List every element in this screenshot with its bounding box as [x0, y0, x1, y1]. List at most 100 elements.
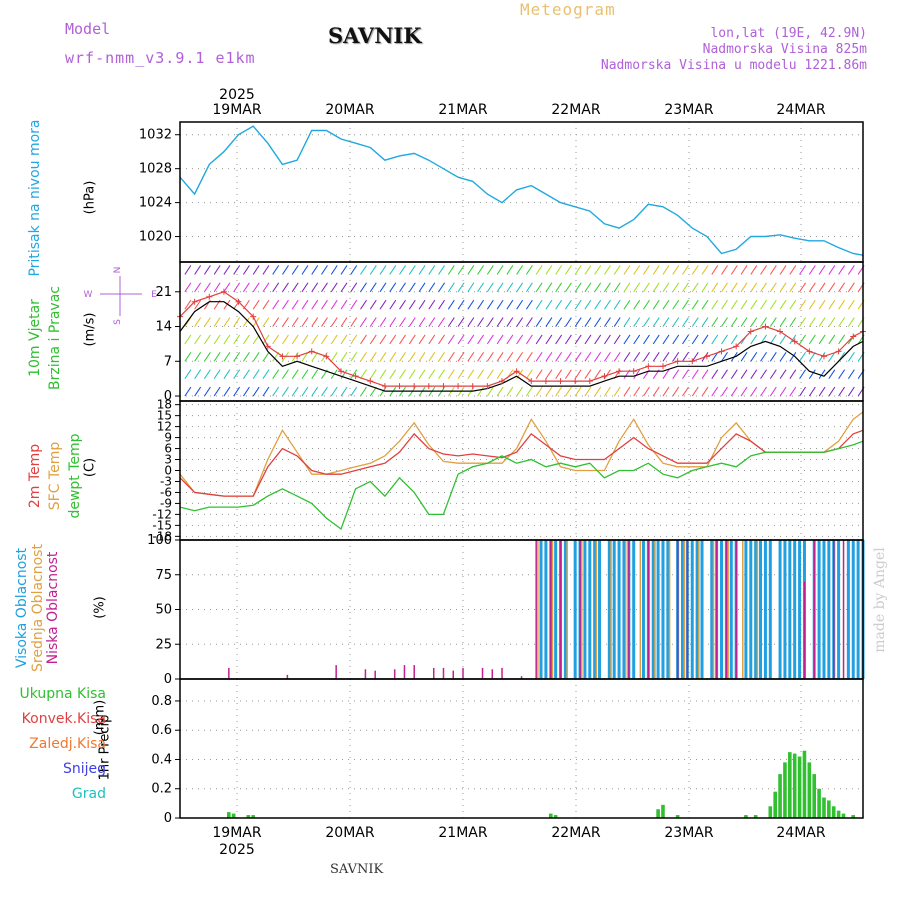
wind-barb [506, 386, 514, 397]
wind-barb [321, 265, 328, 275]
wind-barb [447, 369, 455, 379]
wind-barb [613, 265, 621, 275]
wind-barb [243, 386, 250, 397]
legend-hail: Grad [71, 786, 106, 802]
wind-barb [184, 334, 192, 345]
wind-barb [808, 265, 816, 275]
date-label-top: 22MAR [551, 102, 600, 118]
wind-barb [457, 317, 465, 327]
wind-barb [789, 352, 797, 362]
wind-barb [184, 265, 192, 275]
wind-barb [340, 334, 348, 345]
wind-barb [291, 334, 299, 345]
wind-barb [233, 352, 241, 362]
mid-cloud-bar [683, 540, 685, 679]
wind-barb [525, 282, 533, 293]
wind-barb [516, 334, 524, 345]
precip-bar [231, 813, 236, 818]
wind-barb [438, 352, 445, 362]
wind-barb [262, 282, 270, 293]
gust-marker [616, 368, 623, 375]
wind-barb [633, 265, 641, 275]
y-tick-label: 0 [164, 389, 172, 404]
wind-barb [369, 369, 377, 379]
wind-barb [799, 334, 806, 345]
low-cloud-bar [403, 665, 406, 679]
wind-barb [652, 265, 660, 275]
wind-barb [516, 265, 524, 275]
gust-marker [411, 383, 418, 390]
wind-barb [730, 265, 738, 275]
wind-barb [311, 352, 319, 362]
gust-marker [498, 378, 505, 385]
y-tick-label: 14 [155, 320, 172, 335]
wind-barb [604, 369, 611, 379]
wind-barb [477, 265, 485, 275]
wind-barb [369, 352, 377, 362]
high-cloud-bar [588, 540, 592, 679]
date-label-top: 24MAR [776, 102, 825, 118]
wind-barb [721, 334, 728, 345]
wind-barb [311, 282, 319, 293]
pressure-line [179, 125, 864, 256]
wind-barb [711, 282, 719, 293]
wind-barb [369, 299, 377, 310]
mid-cloud-bar [595, 540, 598, 679]
mid-cloud-bar [727, 540, 729, 679]
wind-barb [438, 317, 445, 327]
wind-barb [584, 386, 592, 397]
gust-marker [586, 378, 593, 385]
gust-marker [352, 373, 359, 380]
model-name: wrf-nmm_v3.9.1 e1km [65, 49, 256, 67]
wind-barb [574, 334, 582, 345]
wind-barb [369, 265, 377, 275]
low-cloud-bar [559, 540, 562, 679]
wind-barb [535, 299, 543, 310]
high-cloud-bar [759, 540, 763, 679]
wind-barb [477, 282, 485, 293]
wind-barb [223, 334, 231, 345]
wind-barb [555, 369, 563, 379]
wind-barb [838, 334, 846, 345]
wind-barb [262, 369, 270, 379]
precip-bar [788, 752, 792, 818]
wind-barb [750, 265, 758, 275]
wind-barb [301, 334, 309, 345]
wind-barb [808, 369, 816, 379]
wind-barb [701, 386, 709, 397]
high-cloud-bar [593, 540, 597, 679]
wind-barb [438, 299, 445, 310]
gust-marker [308, 348, 315, 355]
precip-bar [822, 797, 826, 818]
low-cloud-bar [725, 540, 728, 679]
wind-barb [369, 317, 377, 327]
wind-barb [223, 317, 231, 327]
year-label-bottom: 2025 [219, 842, 255, 858]
wind-barb [545, 352, 553, 362]
wind-barb [428, 334, 436, 345]
wind-barb [760, 386, 767, 397]
wind-barb [340, 386, 348, 397]
wind-barb [672, 299, 680, 310]
dewpt-line [179, 440, 864, 531]
wind-barb [233, 369, 241, 379]
wind-barb [691, 299, 699, 310]
wind-barb [555, 352, 563, 362]
wind-barb [399, 299, 406, 310]
precip-bar [548, 813, 553, 818]
gust-marker [674, 358, 681, 365]
wind-barb [399, 317, 406, 327]
y-tick-label: 25 [155, 637, 172, 652]
precip-bar [797, 756, 802, 818]
wind-barb [340, 265, 348, 275]
high-cloud-bar [837, 540, 841, 679]
wind-barb [408, 265, 416, 275]
wind-barb [643, 299, 650, 310]
wind-barb [701, 317, 709, 327]
wind-barb [711, 299, 719, 310]
wind-barb [682, 386, 689, 397]
gust-marker [337, 368, 344, 375]
wind-barb [789, 386, 797, 397]
mid-cloud-bar [551, 540, 554, 679]
